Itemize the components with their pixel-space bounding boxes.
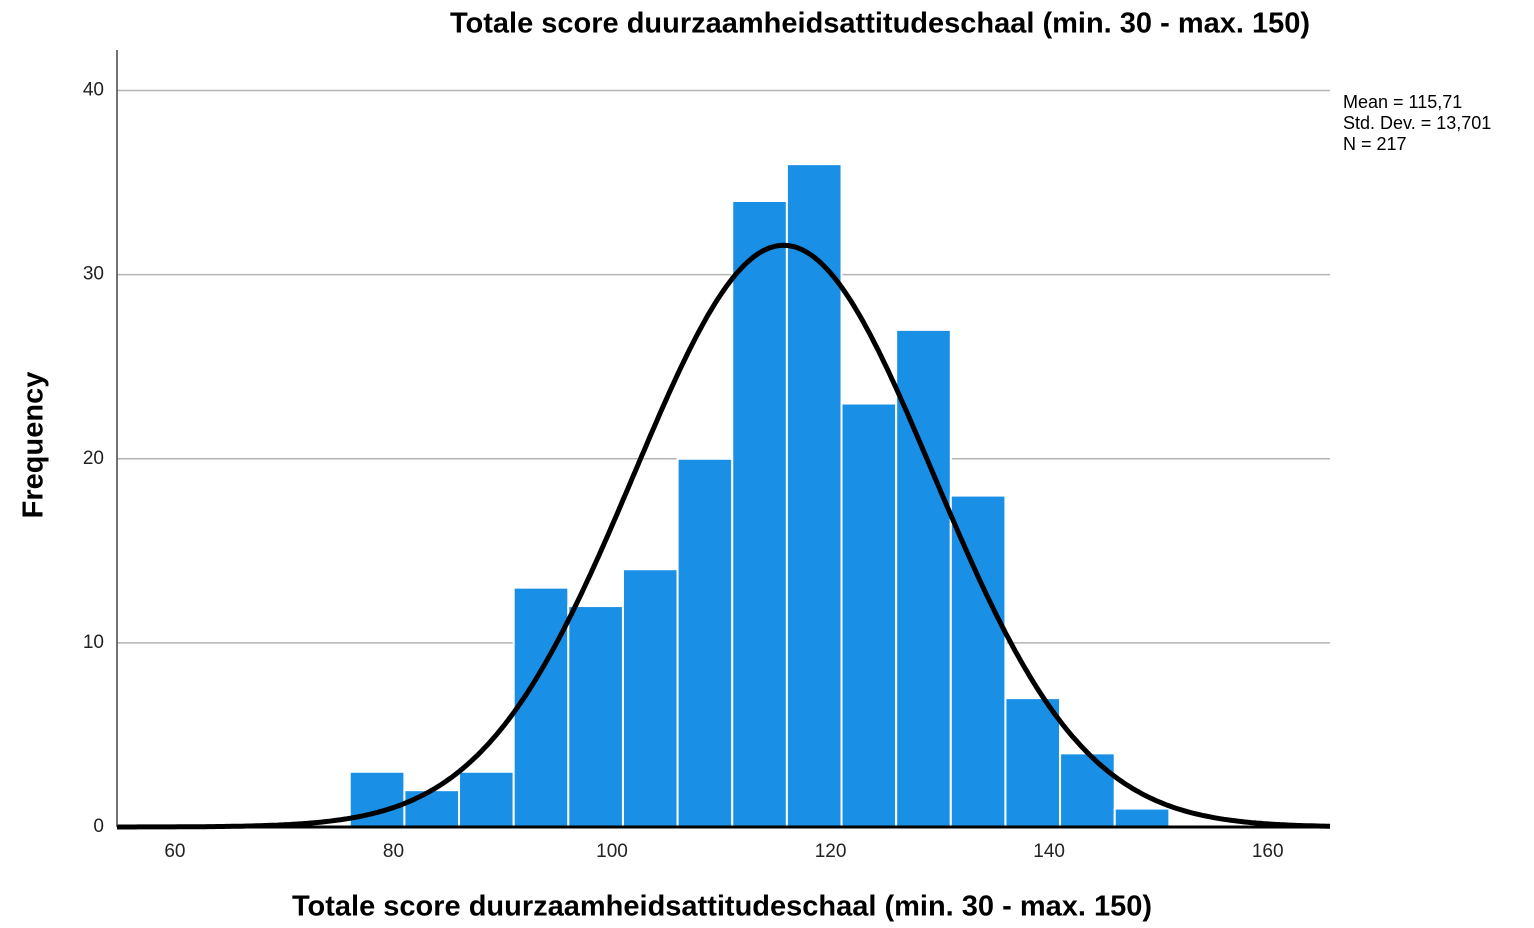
bar (676, 457, 734, 828)
x-tick-label: 80 (383, 841, 404, 862)
stat-label: Mean = 115,71 (1343, 92, 1462, 112)
chart-title: Totale score duurzaamheidsattitudeschaal… (450, 8, 1310, 40)
stat-label: Std. Dev. = 13,701 (1343, 113, 1491, 133)
bar (1113, 807, 1171, 829)
x-tick-label: 120 (815, 841, 847, 862)
y-axis-label: Frequency (18, 372, 50, 519)
bar (949, 494, 1007, 828)
bar (567, 605, 624, 828)
y-tick-label: 40 (83, 80, 104, 101)
bar (785, 163, 843, 829)
y-tick-label: 0 (93, 816, 104, 837)
y-tick-label: 20 (83, 448, 104, 469)
x-tick-label: 60 (164, 841, 185, 862)
bar (458, 770, 515, 829)
x-tick-label: 100 (596, 841, 628, 862)
y-tick-label: 10 (83, 632, 104, 653)
normal-curve (117, 242, 1331, 830)
bar (403, 789, 461, 828)
stat-label: N = 217 (1343, 134, 1407, 154)
bar (621, 568, 679, 828)
bar (731, 199, 788, 829)
y-tick-label: 30 (83, 264, 104, 285)
bar (1004, 697, 1062, 829)
bar (512, 586, 570, 829)
x-axis-label: Totale score duurzaamheidsattitudeschaal… (292, 891, 1152, 923)
bar (840, 402, 898, 828)
x-tick-label: 140 (1033, 841, 1065, 862)
x-tick-label: 160 (1252, 841, 1284, 862)
bar (1059, 752, 1116, 828)
